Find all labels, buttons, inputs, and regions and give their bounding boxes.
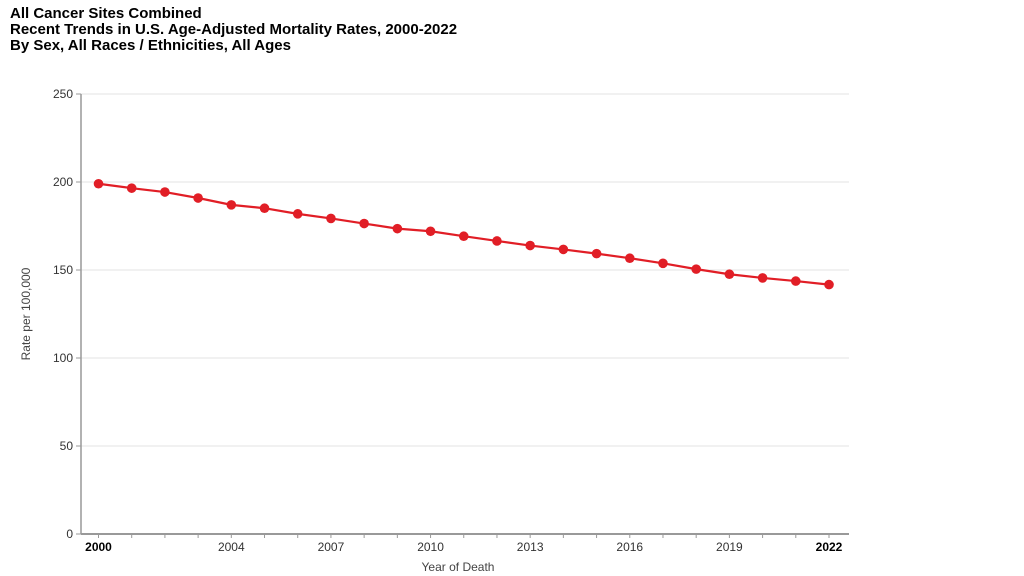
data-point[interactable] [591, 248, 602, 259]
data-point[interactable] [93, 178, 104, 189]
chart-title-line3: By Sex, All Races / Ethnicities, All Age… [10, 37, 291, 54]
data-point[interactable] [492, 236, 502, 246]
y-axis-tick-label: 50 [60, 439, 74, 453]
data-point[interactable] [126, 183, 137, 193]
y-axis-title: Rate per 100,000 [19, 267, 33, 360]
data-point[interactable] [724, 269, 735, 280]
y-axis-tick-label: 100 [53, 351, 73, 365]
y-axis-tick-label: 200 [53, 175, 73, 189]
y-axis-tick-label: 250 [53, 87, 73, 101]
x-axis-tick-label: 2013 [517, 540, 544, 554]
data-point[interactable] [392, 223, 403, 234]
data-point[interactable] [824, 279, 834, 290]
data-point[interactable] [226, 200, 237, 210]
y-axis-tick-label: 150 [53, 263, 73, 277]
data-point[interactable] [790, 276, 801, 286]
data-point[interactable] [292, 209, 303, 219]
chart-title-line2: Recent Trends in U.S. Age-Adjusted Morta… [10, 21, 458, 38]
data-point[interactable] [624, 253, 635, 264]
chart-title-line1: All Cancer Sites Combined [10, 5, 202, 22]
data-point[interactable] [525, 240, 535, 251]
data-point[interactable] [458, 231, 469, 242]
y-axis-tick-label: 0 [66, 527, 73, 541]
x-axis-tick-label: 2010 [417, 540, 444, 554]
x-axis-title: Year of Death [422, 560, 495, 574]
x-axis-tick-label: 2016 [616, 540, 643, 554]
data-point[interactable] [359, 218, 369, 229]
data-point[interactable] [558, 244, 569, 255]
data-point[interactable] [658, 258, 668, 269]
data-point[interactable] [326, 213, 336, 224]
data-point[interactable] [757, 273, 768, 283]
x-axis-tick-label: 2019 [716, 540, 743, 554]
data-point[interactable] [425, 226, 436, 237]
x-axis-tick-label: 2007 [318, 540, 345, 554]
data-point[interactable] [193, 193, 203, 203]
chart-title: All Cancer Sites Combined Recent Trends … [10, 6, 457, 54]
x-axis-tick-label: 2022 [816, 540, 843, 554]
x-axis-tick-label: 2000 [85, 540, 112, 554]
data-point[interactable] [259, 203, 270, 214]
x-axis-tick-label: 2004 [218, 540, 245, 554]
data-point[interactable] [691, 264, 701, 274]
data-point[interactable] [160, 187, 170, 197]
